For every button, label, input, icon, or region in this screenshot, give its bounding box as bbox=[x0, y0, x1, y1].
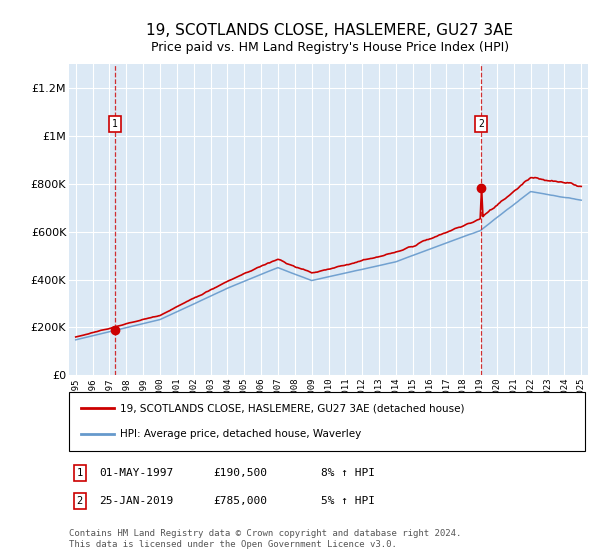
Text: 2: 2 bbox=[478, 119, 484, 129]
Text: £190,500: £190,500 bbox=[213, 468, 267, 478]
Text: 1: 1 bbox=[77, 468, 83, 478]
Text: 25-JAN-2019: 25-JAN-2019 bbox=[99, 496, 173, 506]
Text: 5% ↑ HPI: 5% ↑ HPI bbox=[321, 496, 375, 506]
Text: Contains HM Land Registry data © Crown copyright and database right 2024.
This d: Contains HM Land Registry data © Crown c… bbox=[69, 529, 461, 549]
Text: 19, SCOTLANDS CLOSE, HASLEMERE, GU27 3AE (detached house): 19, SCOTLANDS CLOSE, HASLEMERE, GU27 3AE… bbox=[120, 403, 464, 413]
Text: 19, SCOTLANDS CLOSE, HASLEMERE, GU27 3AE: 19, SCOTLANDS CLOSE, HASLEMERE, GU27 3AE bbox=[146, 24, 514, 38]
Text: 1: 1 bbox=[112, 119, 118, 129]
Text: HPI: Average price, detached house, Waverley: HPI: Average price, detached house, Wave… bbox=[120, 430, 361, 440]
Text: £785,000: £785,000 bbox=[213, 496, 267, 506]
Text: 2: 2 bbox=[77, 496, 83, 506]
Text: Price paid vs. HM Land Registry's House Price Index (HPI): Price paid vs. HM Land Registry's House … bbox=[151, 41, 509, 54]
Text: 8% ↑ HPI: 8% ↑ HPI bbox=[321, 468, 375, 478]
Text: 01-MAY-1997: 01-MAY-1997 bbox=[99, 468, 173, 478]
